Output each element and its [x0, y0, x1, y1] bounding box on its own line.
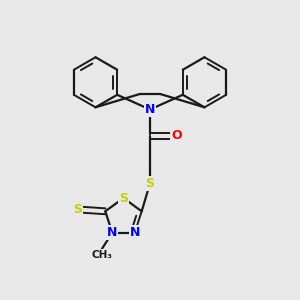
Text: S: S: [74, 203, 82, 216]
Text: O: O: [171, 129, 182, 142]
Text: N: N: [145, 103, 155, 116]
Text: CH₃: CH₃: [92, 250, 112, 260]
Text: N: N: [107, 226, 117, 239]
Text: N: N: [130, 226, 140, 239]
Text: S: S: [146, 177, 154, 190]
Text: S: S: [119, 192, 128, 205]
